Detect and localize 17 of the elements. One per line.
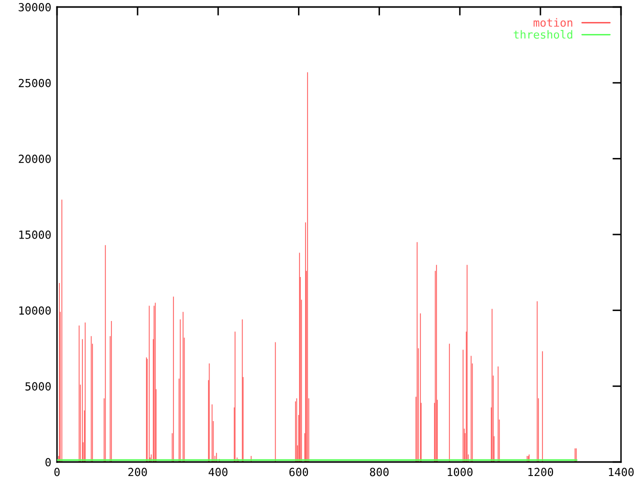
y-tick-label: 15000 xyxy=(19,230,51,239)
x-tick-label: 0 xyxy=(54,468,60,476)
y-tick-label: 25000 xyxy=(18,78,51,88)
x-tick-label: 600 xyxy=(289,468,308,476)
y-tick-label: 30000 xyxy=(18,3,51,12)
x-tick-label: 1400 xyxy=(608,468,634,476)
legend-label: motion xyxy=(534,18,572,27)
y-tick-label: 20000 xyxy=(18,154,51,164)
y-tick-label: 10000 xyxy=(19,306,51,315)
x-tick-label: 1200 xyxy=(528,468,554,476)
x-tick-label: 400 xyxy=(208,468,228,476)
y-tick-label: 5000 xyxy=(25,382,51,391)
x-tick-label: 200 xyxy=(128,468,147,476)
x-tick-label: 800 xyxy=(370,468,389,476)
legend-label: threshold xyxy=(514,30,572,39)
y-tick-label: 0 xyxy=(45,458,51,466)
x-tick-label: 1000 xyxy=(448,468,473,476)
